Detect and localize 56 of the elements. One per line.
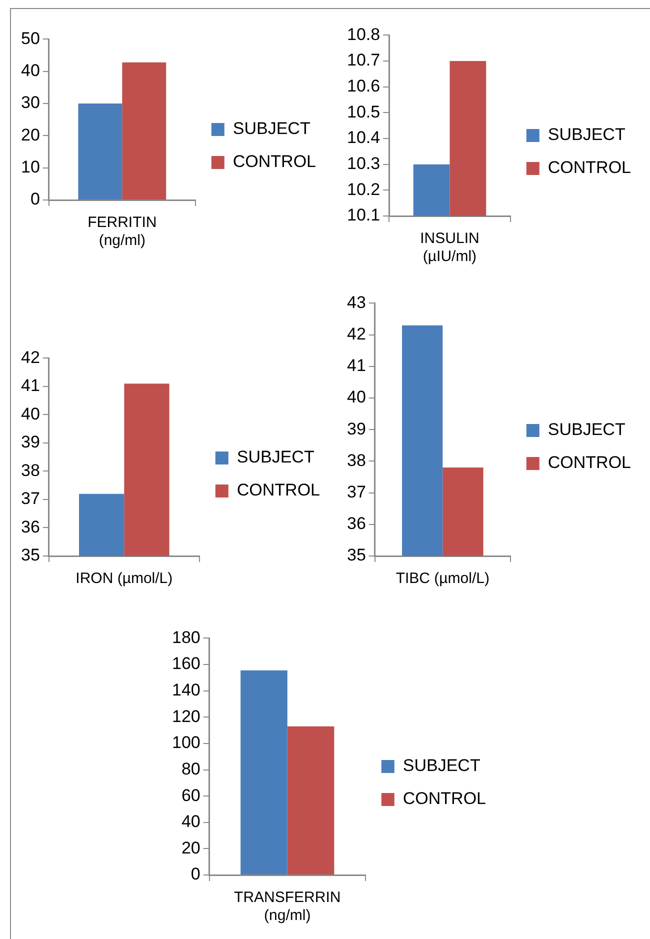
legend-label: SUBJECT — [548, 125, 626, 144]
y-tick-label: 10 — [20, 158, 40, 177]
y-tick-label: 43 — [346, 292, 366, 312]
y-tick-label: 10.3 — [346, 154, 380, 174]
y-tick-label: 180 — [172, 628, 200, 647]
y-tick-label: 100 — [172, 733, 200, 752]
legend-label: SUBJECT — [236, 448, 314, 467]
y-tick-label: 60 — [181, 786, 200, 805]
y-tick-label: 10.4 — [346, 128, 380, 148]
y-tick-label: 37 — [346, 482, 366, 502]
x-tick-label: TIBC (µmol/L) — [396, 570, 490, 588]
y-tick-label: 10.1 — [346, 206, 380, 225]
y-tick-label: 10.6 — [346, 76, 380, 96]
y-tick-label: 40 — [181, 812, 200, 832]
x-tick-label: TRANSFERRIN (ng/ml) — [234, 889, 341, 924]
y-tick-label: 10.8 — [346, 24, 380, 44]
legend-label: CONTROL — [232, 152, 316, 172]
y-tick-label: 120 — [172, 706, 200, 726]
legend-label: SUBJECT — [232, 119, 310, 138]
x-tick-label: IRON (µmol/L) — [76, 570, 173, 588]
legend-label: SUBJECT — [402, 756, 480, 776]
y-tick-label: 37 — [20, 489, 40, 508]
y-tick-label: 40 — [20, 404, 40, 424]
y-tick-label: 35 — [346, 546, 366, 565]
y-tick-label: 42 — [346, 324, 366, 344]
y-tick-label: 140 — [172, 680, 200, 700]
y-tick-label: 10.7 — [346, 50, 380, 70]
y-tick-label: 20 — [20, 125, 40, 144]
legend-label: SUBJECT — [548, 420, 626, 440]
y-tick-label: 10.2 — [346, 180, 380, 199]
y-tick-label: 80 — [181, 759, 200, 778]
y-tick-label: 36 — [20, 517, 40, 536]
legend-label: CONTROL — [236, 480, 320, 500]
y-tick-label: 30 — [20, 93, 40, 112]
y-tick-label: 38 — [346, 450, 366, 470]
y-tick-label: 40 — [346, 388, 366, 407]
y-tick-label: 41 — [346, 356, 366, 376]
y-tick-label: 50 — [20, 28, 40, 48]
y-tick-label: 38 — [20, 460, 40, 480]
y-tick-label: 41 — [20, 376, 40, 396]
y-tick-label: 20 — [181, 838, 200, 858]
y-tick-label: 39 — [20, 432, 40, 452]
y-tick-label: 0 — [30, 190, 40, 209]
legend-label: CONTROL — [402, 789, 486, 808]
x-tick-label: INSULIN (µIU/ml) — [420, 230, 480, 266]
y-tick-label: 40 — [20, 61, 40, 80]
legend-label: CONTROL — [548, 453, 632, 472]
y-tick-label: 10.5 — [346, 102, 380, 122]
legend-label: CONTROL — [548, 158, 632, 178]
y-tick-label: 42 — [20, 348, 40, 367]
y-tick-label: 39 — [346, 419, 366, 438]
y-tick-label: 35 — [20, 546, 40, 565]
x-tick-label: FERRITIN (ng/ml) — [88, 214, 157, 250]
y-tick-label: 36 — [346, 514, 366, 534]
y-tick-label: 0 — [190, 864, 200, 884]
y-tick-label: 160 — [172, 654, 200, 674]
